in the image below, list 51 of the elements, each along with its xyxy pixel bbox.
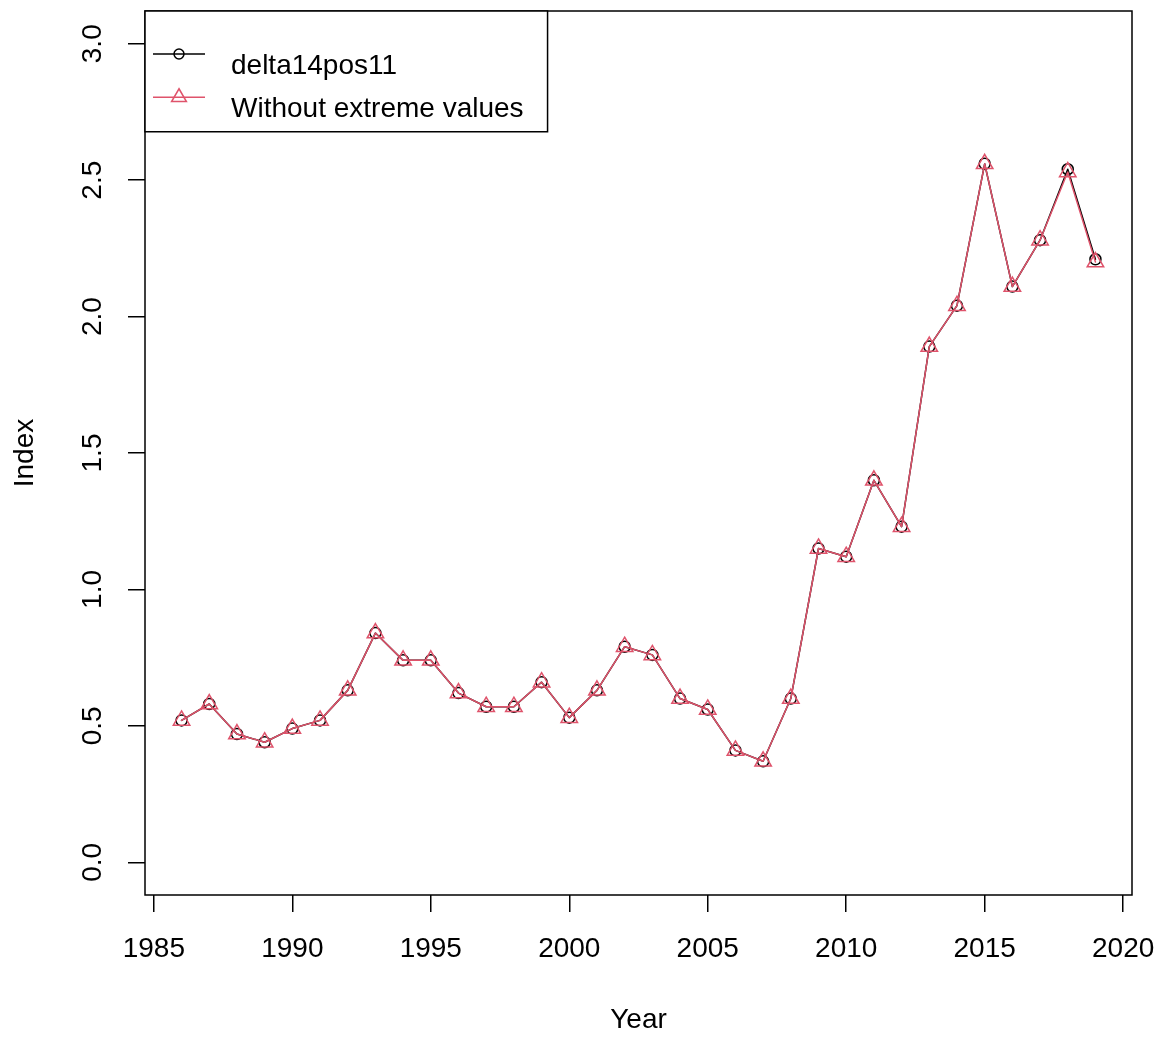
x-tick-label: 1990 [261,931,324,963]
point [920,336,939,353]
x-tick-label: 2010 [815,931,878,963]
point [781,688,800,705]
y-tick-label: 2.0 [76,297,108,337]
point [560,707,579,724]
point [726,740,745,756]
point [809,538,828,554]
x-axis-title: Year [610,1002,667,1034]
y-tick-label: 1.0 [76,569,108,609]
x-tick-label: 2005 [676,931,739,963]
y-tick-label: 0.5 [76,706,108,746]
point [394,650,413,666]
point [283,718,302,735]
x-tick-label: 2000 [538,931,601,963]
point [227,723,246,740]
legend-label: delta14pos11 [231,48,398,80]
point [477,696,496,713]
point [643,644,662,661]
point [1003,276,1022,293]
point [366,622,385,639]
point [504,696,523,713]
point [338,680,357,696]
y-tick-label: 0.0 [76,842,108,882]
point [892,516,911,533]
point [1031,229,1050,246]
point [864,470,883,486]
legend-label: Without extreme values [231,92,524,124]
point [587,680,606,696]
point [837,546,856,563]
y-axis-title: Index [7,418,39,488]
point [615,636,634,653]
x-tick-label: 1985 [122,931,186,963]
point [449,682,468,699]
x-tick-label: 2015 [953,931,1016,963]
point [698,699,717,715]
point [975,153,994,170]
y-tick-label: 1.5 [76,433,108,473]
point [311,710,329,726]
point [754,751,773,767]
point [172,710,191,726]
y-tick-label: 2.5 [76,160,108,200]
point [255,731,274,748]
x-tick-label: 1995 [399,931,462,963]
point [421,650,440,666]
point [948,295,966,312]
y-tick-label: 3.0 [76,24,108,64]
point [200,693,219,710]
point [532,671,551,688]
point [671,688,690,705]
x-tick-label: 2020 [1091,931,1155,963]
